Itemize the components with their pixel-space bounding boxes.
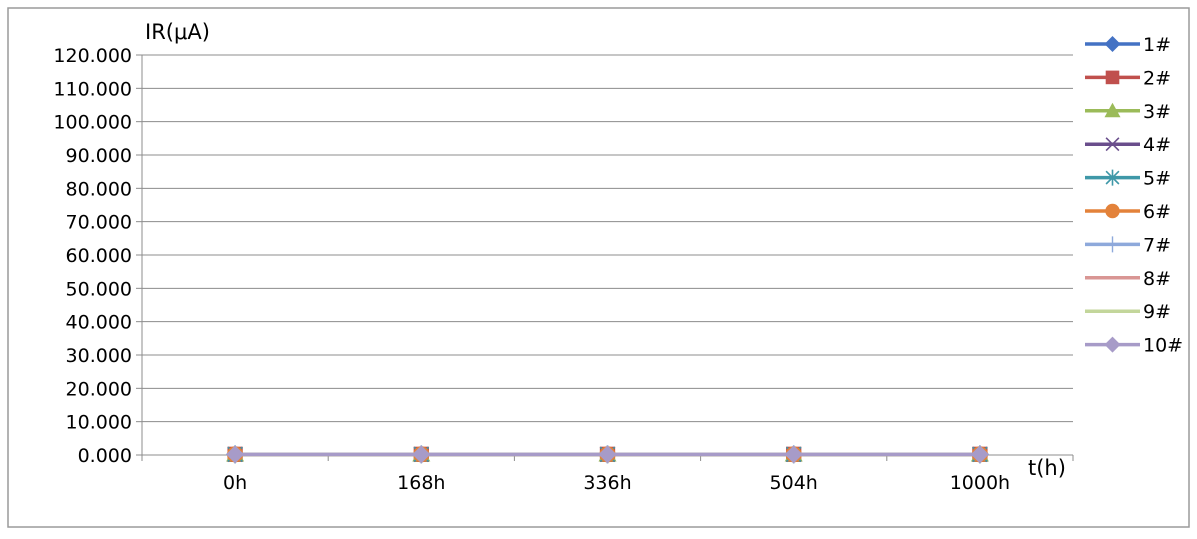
legend-label: 3#	[1143, 101, 1171, 123]
data-point	[412, 445, 431, 464]
legend-entry-10: 10#	[1085, 335, 1183, 357]
y-tick-label: 110.000	[53, 78, 132, 100]
legend-entry-3: 3#	[1085, 101, 1171, 123]
legend-marker	[1104, 236, 1121, 253]
y-tick-label: 80.000	[66, 178, 132, 200]
legend-entry-9: 9#	[1085, 301, 1171, 323]
chart-border	[7, 7, 1190, 528]
legend-entry-8: 8#	[1085, 268, 1171, 290]
legend-label: 8#	[1143, 268, 1171, 290]
y-tick-label: 30.000	[66, 345, 132, 367]
legend-label: 5#	[1143, 168, 1171, 190]
legend: 1# 2# 3# 4# 5# 6# 7# 8# 9# 10#	[1085, 34, 1183, 357]
legend-marker	[1105, 203, 1120, 219]
legend-marker	[1105, 169, 1120, 186]
legend-marker	[1104, 336, 1121, 353]
legend-entry-4: 4#	[1085, 134, 1171, 156]
legend-entry-5: 5#	[1085, 168, 1171, 190]
legend-marker	[1104, 102, 1121, 118]
x-tick-label: 168h	[397, 472, 445, 494]
legend-label: 6#	[1143, 201, 1171, 223]
data-point	[970, 445, 989, 464]
legend-label: 7#	[1143, 234, 1171, 256]
y-tick-label: 90.000	[66, 145, 132, 167]
legend-label: 10#	[1143, 335, 1183, 357]
series-10	[226, 445, 989, 464]
x-tick-label: 1000h	[950, 472, 1010, 494]
legend-label: 9#	[1143, 301, 1171, 323]
legend-label: 4#	[1143, 134, 1171, 156]
y-tick-label: 40.000	[66, 312, 132, 334]
legend-entry-1: 1#	[1085, 34, 1171, 56]
legend-marker	[1105, 137, 1120, 152]
legend-label: 2#	[1143, 67, 1171, 89]
y-tick-label: 0.000	[78, 445, 132, 467]
x-tick-label: 504h	[770, 472, 818, 494]
y-tick-label: 70.000	[66, 212, 132, 234]
gridlines	[142, 54, 1073, 423]
legend-entry-2: 2#	[1085, 67, 1171, 89]
legend-entry-6: 6#	[1085, 201, 1171, 223]
y-tick-label: 120.000	[53, 45, 132, 67]
y-axis-label: IR(μA)	[145, 20, 210, 44]
data-point	[598, 445, 617, 464]
data-point	[784, 445, 803, 464]
x-tick-label: 0h	[223, 472, 247, 494]
x-tick-label: 336h	[583, 472, 631, 494]
axes: 0.000 10.000 20.000 30.000 40.000 50.000 60.00…	[53, 45, 1074, 494]
legend-label: 1#	[1143, 34, 1171, 56]
data-point	[226, 445, 245, 464]
y-tick-label: 10.000	[66, 412, 132, 434]
y-tick-label: 20.000	[66, 378, 132, 400]
y-tick-label: 60.000	[66, 245, 132, 267]
legend-marker	[1104, 36, 1121, 52]
legend-entry-7: 7#	[1085, 234, 1171, 256]
x-axis-label: t(h)	[1028, 456, 1066, 480]
y-tick-label: 50.000	[66, 278, 132, 300]
y-tick-label: 100.000	[53, 112, 132, 134]
series-group	[226, 445, 989, 464]
legend-marker	[1105, 70, 1120, 85]
